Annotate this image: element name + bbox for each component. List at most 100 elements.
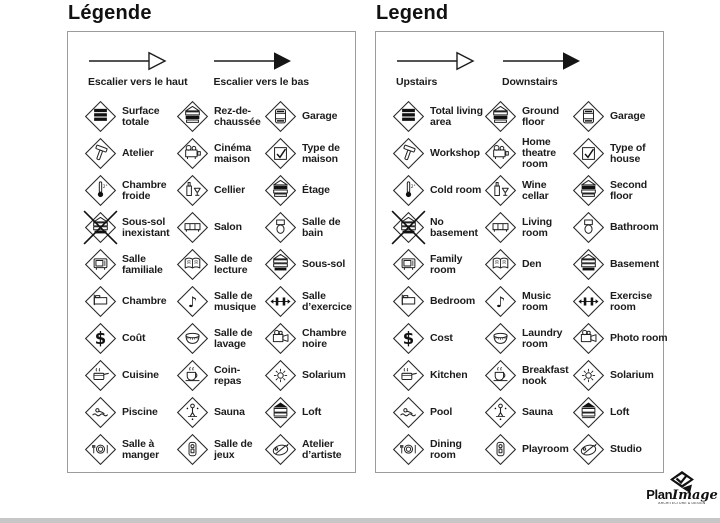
legend-item-label: Studio	[610, 443, 642, 455]
legend-en-box: Upstairs Downstairs Total living area Gro…	[375, 31, 668, 473]
legend-item-label: Type de maison	[302, 141, 340, 165]
legend-item: 2° Chambre froide	[84, 172, 177, 209]
legend-item-label: Sauna	[214, 406, 245, 418]
legend-item: Coin-repas	[176, 357, 265, 394]
upstairs-arrow-block: Escalier vers le haut	[88, 50, 188, 88]
legend-item-label: Cellier	[214, 184, 246, 196]
legend-item-label: Sous-sol	[302, 258, 346, 270]
legend-item: Chambre noire	[264, 320, 360, 357]
music-note-icon: ♪	[484, 285, 517, 318]
floors-ground-icon	[176, 100, 209, 133]
legend-item: Atelier	[84, 135, 177, 172]
up-arrow-icon	[397, 51, 475, 71]
sun-icon	[264, 359, 297, 392]
legend-item: Sauna	[484, 394, 573, 431]
floors-upper-icon	[572, 174, 605, 207]
garage-icon	[572, 100, 605, 133]
palette-icon	[264, 433, 297, 466]
legend-item-label: Wine cellar	[522, 178, 549, 202]
coffee-cup-icon	[484, 359, 517, 392]
legend-item: Total living area	[392, 98, 485, 135]
legend-item: Pool	[392, 394, 485, 431]
legend-item-label: Coût	[122, 332, 146, 344]
svg-text:♪: ♪	[496, 294, 505, 311]
stair-arrow-key-en: Upstairs Downstairs	[396, 50, 661, 88]
legend-item: Playroom	[484, 431, 573, 468]
no-basement-icon	[391, 210, 426, 245]
legend-item-label: Solarium	[610, 369, 654, 381]
legend-item-label: Coin-repas	[214, 363, 242, 387]
stair-arrow-key-fr: Escalier vers le haut Escalier vers le b…	[88, 50, 353, 88]
legend-item-label: Kitchen	[430, 369, 468, 381]
planimage-logo-text: PlanImage	[646, 487, 717, 502]
legend-item: Loft	[572, 394, 668, 431]
legend-item: $ Cost	[392, 320, 485, 357]
legend-item-label: Music room	[522, 289, 552, 313]
legend-item: ♪ Music room	[484, 283, 573, 320]
legend-item-label: Breakfast nook	[522, 363, 569, 387]
legend-item-label: Chambre	[122, 295, 167, 307]
legend-item-label: Playroom	[522, 443, 569, 455]
loft-icon	[264, 396, 297, 429]
downstairs-arrow-block: Escalier vers le bas	[213, 50, 309, 88]
sun-icon	[572, 359, 605, 392]
wine-icon	[484, 174, 517, 207]
legend-item: No basement	[391, 209, 485, 246]
sauna-icon	[176, 396, 209, 429]
legend-item: Family room	[392, 246, 485, 283]
legend-item-label: Workshop	[430, 147, 480, 159]
legend-item-label: Dining room	[430, 437, 462, 461]
legend-item-label: Type of house	[610, 141, 646, 165]
legend-item: ♪ Salle de musique	[176, 283, 265, 320]
legend-item: Living room	[484, 209, 573, 246]
house-type-check-icon	[572, 137, 605, 170]
upstairs-arrow-label: Upstairs	[396, 76, 438, 88]
legend-item: Chambre	[84, 283, 177, 320]
legend-item-label: Cinéma maison	[214, 141, 252, 165]
legend-item: Surface totale	[84, 98, 177, 135]
legend-item-label: Atelier d’artiste	[302, 437, 342, 461]
legend-item-label: Chambre froide	[122, 178, 167, 202]
legend-item: Sous-sol	[264, 246, 360, 283]
hammer-icon	[392, 137, 425, 170]
legend-item-label: Rez-de-chaussée	[214, 104, 261, 128]
playroom-icon	[484, 433, 517, 466]
no-basement-icon	[83, 210, 118, 245]
legend-fr-title: Légende	[68, 2, 152, 24]
upstairs-arrow-label: Escalier vers le haut	[88, 76, 188, 88]
legend-item: Ground floor	[484, 98, 573, 135]
legend-fr-box: Escalier vers le haut Escalier vers le b…	[67, 31, 356, 473]
downstairs-arrow-label: Escalier vers le bas	[213, 76, 309, 88]
legend-item: Étage	[264, 172, 360, 209]
legend-item: Sous-sol inexistant	[83, 209, 177, 246]
laundry-icon	[176, 322, 209, 355]
legend-item-label: Loft	[610, 406, 630, 418]
legend-item: Salle de lavage	[176, 320, 265, 357]
legend-item-label: Family room	[430, 252, 463, 276]
upstairs-arrow-block: Upstairs	[396, 50, 476, 88]
legend-item-label: Salle familiale	[122, 252, 163, 276]
legend-item: Salle de jeux	[176, 431, 265, 468]
legend-item-label: Laundry room	[522, 326, 563, 350]
laundry-icon	[484, 322, 517, 355]
legend-item: Laundry room	[484, 320, 573, 357]
legend-item: Cuisine	[84, 357, 177, 394]
legend-item: Solarium	[264, 357, 360, 394]
planimage-logo-mark	[670, 471, 694, 493]
cooking-pot-icon	[84, 359, 117, 392]
legend-item-label: Exercise room	[610, 289, 653, 313]
svg-text:$: $	[95, 329, 106, 348]
logo-plan-text: Plan	[646, 487, 673, 502]
legend-item-label: No basement	[430, 215, 478, 239]
legend-item-label: Garage	[302, 110, 338, 122]
legend-item-label: Cold room	[430, 184, 482, 196]
tv-icon	[392, 248, 425, 281]
dumbbell-icon	[264, 285, 297, 318]
loft-icon	[572, 396, 605, 429]
legend-item-label: Salle de bain	[302, 215, 341, 239]
down-arrow-icon	[214, 52, 292, 70]
legend-item: Salle d’exercice	[264, 283, 360, 320]
tv-icon	[84, 248, 117, 281]
hammer-icon	[84, 137, 117, 170]
legend-item: Sauna	[176, 394, 265, 431]
